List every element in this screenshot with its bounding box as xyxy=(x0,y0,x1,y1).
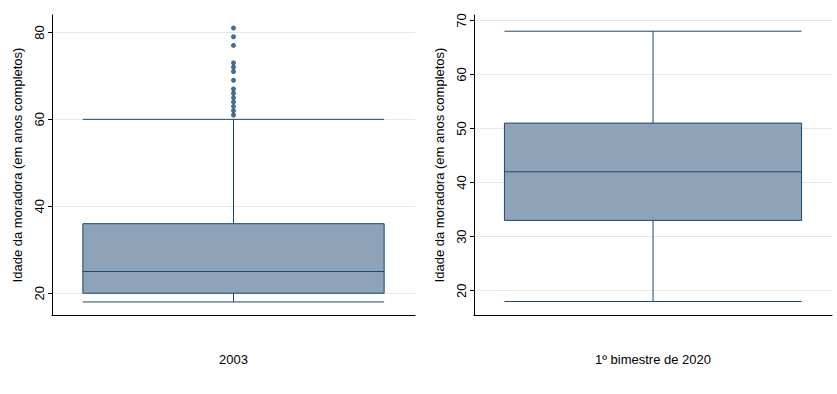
svg-text:20: 20 xyxy=(454,283,469,297)
svg-text:70: 70 xyxy=(454,13,469,27)
svg-text:40: 40 xyxy=(32,199,47,213)
svg-text:50: 50 xyxy=(454,121,469,135)
svg-text:Idade da moradora (em anos com: Idade da moradora (em anos completos) xyxy=(10,48,25,283)
svg-text:2003: 2003 xyxy=(219,352,248,367)
svg-text:1º bimestre de 2020: 1º bimestre de 2020 xyxy=(595,352,711,367)
svg-text:80: 80 xyxy=(32,25,47,39)
svg-text:60: 60 xyxy=(32,112,47,126)
svg-text:40: 40 xyxy=(454,175,469,189)
svg-text:20: 20 xyxy=(32,286,47,300)
svg-text:30: 30 xyxy=(454,229,469,243)
svg-text:60: 60 xyxy=(454,67,469,81)
svg-text:Idade da moradora (em anos com: Idade da moradora (em anos completos) xyxy=(432,48,447,283)
